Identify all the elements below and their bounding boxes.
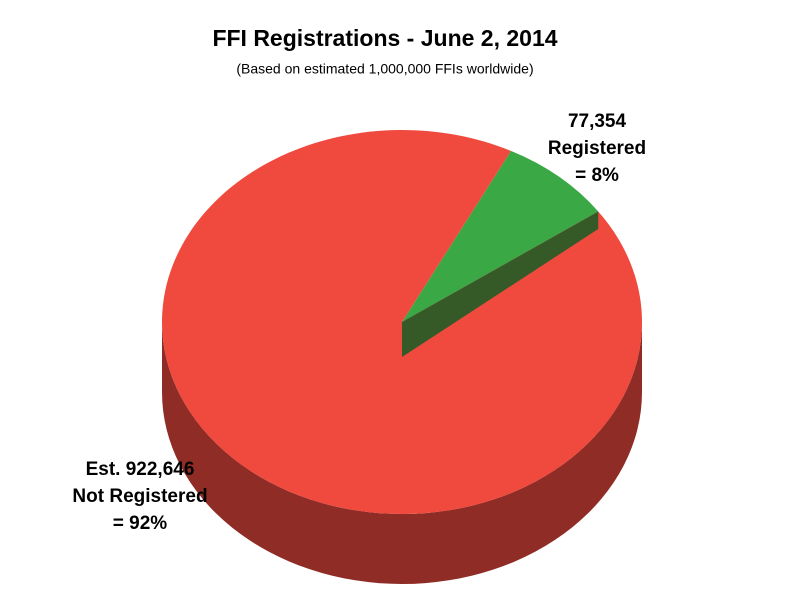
category-label: Not Registered [72,486,207,507]
pie-cut-face [402,211,599,357]
value-label: 77,354 [568,111,627,132]
value-label: Est. 922,646 [86,459,195,480]
chart-subtitle: (Based on estimated 1,000,000 FFIs world… [236,61,533,77]
pie-side [162,322,642,584]
share-label: = 92% [113,513,168,534]
category-label: Registered [548,138,646,159]
chart-title: FFI Registrations - June 2, 2014 [212,25,557,51]
pie-slice [402,150,599,322]
share-label: = 8% [575,165,619,186]
pie-slice [161,129,642,514]
